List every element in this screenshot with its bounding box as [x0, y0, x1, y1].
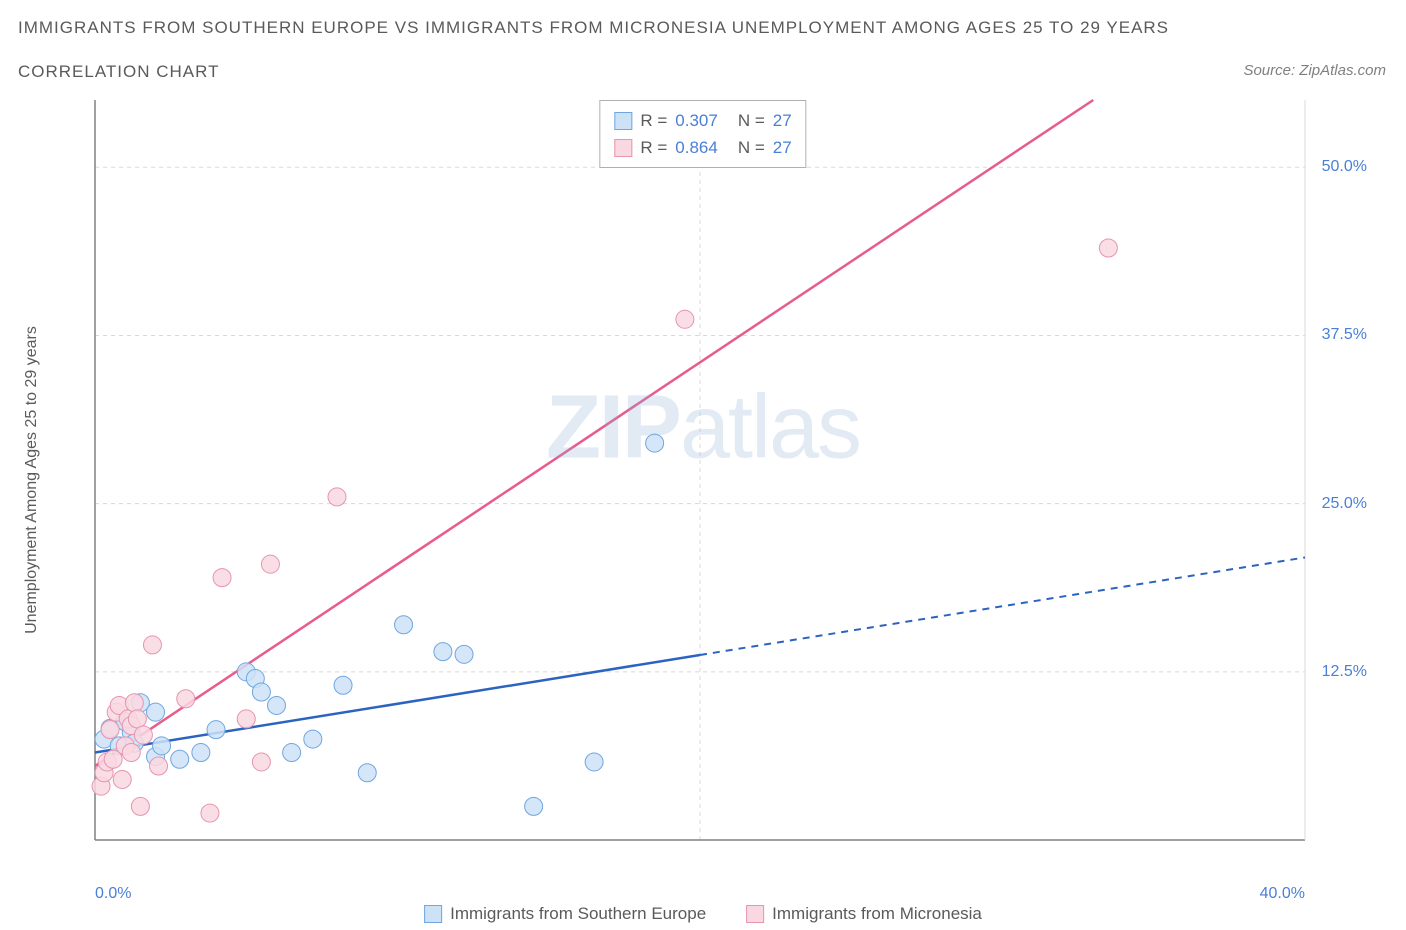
correlation-legend: R = 0.307 N = 27 R = 0.864 N = 27 [599, 100, 806, 168]
x-tick-label: 40.0% [1260, 885, 1305, 903]
y-tick-label: 50.0% [1322, 158, 1367, 176]
legend-row-series-1: R = 0.307 N = 27 [614, 107, 791, 134]
plot-svg [85, 95, 1375, 875]
legend-r-value-1: 0.307 [675, 107, 718, 134]
legend-n-label: N = [738, 134, 765, 161]
legend-label-1: Immigrants from Southern Europe [450, 904, 706, 924]
legend-item-2: Immigrants from Micronesia [746, 904, 982, 924]
legend-swatch-2b [746, 905, 764, 923]
y-tick-label: 12.5% [1322, 663, 1367, 681]
y-tick-label: 37.5% [1322, 326, 1367, 344]
source-attribution: Source: ZipAtlas.com [1243, 62, 1386, 79]
legend-r-label: R = [640, 134, 667, 161]
y-axis-label: Unemployment Among Ages 25 to 29 years [23, 326, 41, 634]
legend-r-value-2: 0.864 [675, 134, 718, 161]
chart-subtitle: CORRELATION CHART [18, 62, 220, 82]
legend-row-series-2: R = 0.864 N = 27 [614, 134, 791, 161]
legend-n-value-2: 27 [773, 134, 792, 161]
scatter-plot: 12.5%25.0%37.5%50.0%0.0%40.0% [85, 95, 1375, 875]
chart-title: IMMIGRANTS FROM SOUTHERN EUROPE VS IMMIG… [18, 18, 1169, 38]
x-tick-label: 0.0% [95, 885, 131, 903]
legend-r-label: R = [640, 107, 667, 134]
legend-item-1: Immigrants from Southern Europe [424, 904, 706, 924]
legend-n-value-1: 27 [773, 107, 792, 134]
legend-swatch-2 [614, 139, 632, 157]
legend-swatch-1b [424, 905, 442, 923]
legend-n-label: N = [738, 107, 765, 134]
legend-label-2: Immigrants from Micronesia [772, 904, 982, 924]
legend-swatch-1 [614, 112, 632, 130]
y-tick-label: 25.0% [1322, 495, 1367, 513]
series-legend: Immigrants from Southern Europe Immigran… [424, 904, 982, 924]
